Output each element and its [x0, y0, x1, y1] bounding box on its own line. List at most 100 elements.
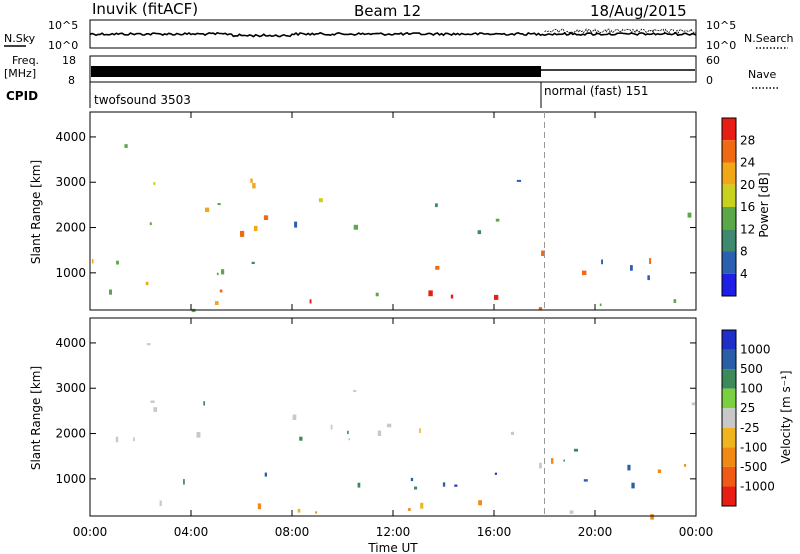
colorbar-segment [722, 184, 736, 207]
heatmap-cell [196, 432, 201, 438]
y-tick-label: 1000 [55, 472, 86, 486]
nsky-trace [89, 31, 697, 38]
heatmap-cell [149, 222, 152, 226]
velocity-colorbar: 1000 500 100 25 -25 -100 -500 -1000 [721, 329, 775, 507]
colorbar-segment [722, 229, 736, 252]
freq-trace-twofsound [91, 66, 541, 77]
colorbar-segment [722, 349, 736, 370]
velocity-panel-frame [89, 317, 697, 517]
heatmap-cell [569, 510, 574, 514]
heatmap-cell [420, 502, 424, 509]
heatmap-cell [516, 179, 522, 182]
heatmap-cell [145, 281, 149, 286]
heatmap-cell [353, 389, 357, 392]
heatmap-cell [347, 430, 349, 435]
colorbar-tick-label: -25 [740, 421, 760, 435]
power-colorbar-label: Power [dB] [757, 172, 771, 237]
colorbar-tick-label: -500 [740, 460, 767, 474]
nsky-tick-top-left: 10^5 [48, 19, 78, 32]
station-title: Inuvik (fitACF) [92, 0, 198, 18]
heatmap-cell [510, 431, 514, 435]
colorbar-segment [722, 162, 736, 185]
power-colorbar: 4 8 12 16 20 24 28 [721, 117, 755, 297]
colorbar-segment [722, 140, 736, 163]
heatmap-cell [551, 458, 554, 464]
heatmap-cell [495, 218, 500, 222]
x-tick-label: 20:00 [578, 525, 613, 539]
power-heatmap-cells [91, 144, 692, 313]
heatmap-cell [573, 448, 578, 452]
heatmap-cell [263, 215, 269, 220]
nave-tick-bottom: 0 [706, 74, 713, 87]
heatmap-cell [673, 299, 677, 303]
heatmap-cell [348, 438, 350, 441]
y-tick-label: 2000 [55, 427, 86, 441]
colorbar-segment [722, 207, 736, 230]
heatmap-cell [124, 144, 128, 148]
heatmap-cell [91, 259, 94, 264]
heatmap-cell [318, 198, 323, 203]
y-tick-label: 2000 [55, 221, 86, 235]
velocity-heatmap-cells [115, 343, 696, 520]
colorbar-frame [721, 117, 737, 297]
heatmap-cell [292, 414, 297, 420]
heatmap-cell [219, 289, 223, 293]
heatmap-cell [216, 272, 219, 276]
heatmap-cell [414, 486, 418, 490]
heatmap-cell [630, 265, 633, 271]
cpid-program-normal: normal (fast) 151 [544, 84, 648, 98]
heatmap-cell [541, 250, 545, 256]
y-tick-label: 1000 [55, 266, 86, 280]
heatmap-cell [684, 464, 687, 467]
velocity-ylabel: Slant Range [km] [29, 366, 43, 470]
heatmap-cell [109, 289, 112, 295]
heatmap-cell [477, 230, 482, 235]
heatmap-cell [601, 259, 603, 265]
heatmap-cell [221, 269, 225, 275]
heatmap-cell [252, 183, 256, 189]
velocity-colorbar-label: Velocity [m s⁻¹] [779, 370, 793, 463]
colorbar-segment [722, 447, 736, 467]
heatmap-cell [377, 430, 382, 436]
heatmap-cell [153, 407, 158, 412]
y-tick-label: 4000 [55, 336, 86, 350]
freq-tick-bottom: 8 [68, 74, 75, 87]
heatmap-cell [539, 462, 542, 469]
heatmap-cell [309, 299, 312, 304]
colorbar-segment [722, 369, 736, 389]
heatmap-cell [657, 469, 662, 473]
heatmap-cell [687, 212, 692, 218]
heatmap-cell [691, 402, 696, 406]
heatmap-cell [649, 258, 652, 264]
velocity-y-axis: 1000 2000 3000 4000 [55, 336, 696, 486]
heatmap-cell [203, 401, 205, 406]
x-tick-label: 04:00 [174, 525, 209, 539]
heatmap-cell [299, 436, 303, 441]
nsearch-trace [544, 28, 697, 34]
heatmap-cell [116, 260, 119, 265]
y-tick-label: 3000 [55, 381, 86, 395]
heatmap-cell [538, 307, 543, 311]
colorbar-tick-label: 8 [740, 245, 748, 259]
nsky-tick-top-right: 10^5 [706, 19, 736, 32]
colorbar-segment [722, 486, 736, 506]
velocity-x-ticks [89, 318, 697, 516]
nsearch-label: N.Search [744, 32, 794, 45]
freq-tick-top: 18 [62, 54, 76, 67]
heatmap-cell [133, 437, 135, 442]
heatmap-cell [583, 479, 588, 482]
colorbar-tick-label: 1000 [740, 343, 771, 357]
colorbar-segment [722, 118, 736, 141]
nsky-tick-bottom-left: 10^0 [48, 39, 78, 52]
heatmap-cell [330, 424, 333, 430]
heatmap-cell [297, 508, 301, 513]
date-label: 18/Aug/2015 [590, 2, 687, 20]
colorbar-segment [722, 273, 736, 296]
colorbar-segment [722, 330, 736, 350]
colorbar-segment [722, 388, 736, 409]
heatmap-cell [408, 508, 411, 511]
y-tick-label: 3000 [55, 175, 86, 189]
heatmap-cell [435, 203, 438, 208]
heatmap-cell [631, 482, 635, 489]
